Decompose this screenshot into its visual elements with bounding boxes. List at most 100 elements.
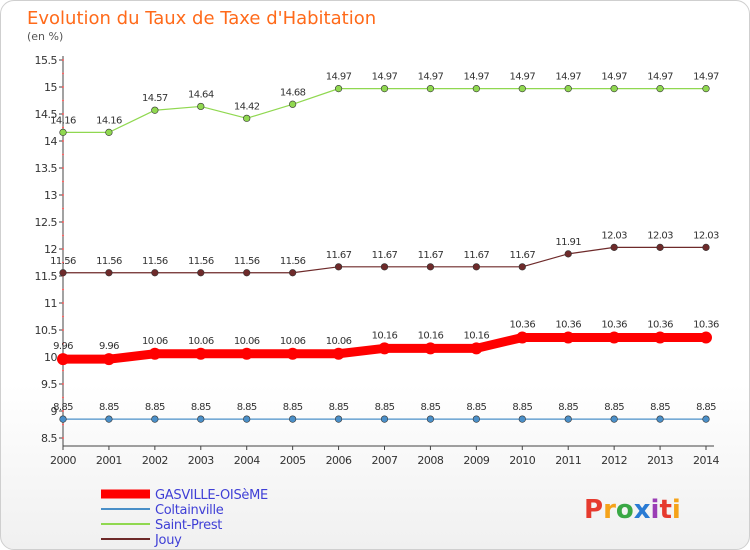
y-tick-label: 10.5	[35, 324, 58, 337]
data-label: 10.16	[418, 330, 444, 341]
data-label: 10.16	[464, 330, 490, 341]
data-label: 14.97	[372, 72, 398, 83]
data-point	[334, 415, 343, 423]
y-minor-tick	[62, 410, 64, 412]
data-point	[656, 415, 664, 423]
data-label: 10.36	[693, 320, 719, 331]
data-label: 10.06	[280, 336, 306, 347]
data-point	[424, 342, 437, 355]
data-point	[334, 263, 343, 271]
x-tick-label: 2002	[142, 454, 168, 467]
axes: 8.599.51010.51111.51212.51313.51414.5151…	[35, 54, 720, 467]
y-tick-label: 15.5	[35, 54, 58, 67]
x-tick-label: 2007	[372, 454, 398, 467]
data-label: 8.85	[558, 402, 578, 413]
data-label: 14.97	[693, 72, 719, 83]
legend-label: Coltainville	[155, 503, 224, 518]
data-point	[472, 263, 480, 271]
data-label: 11.67	[418, 250, 444, 261]
data-point	[426, 85, 435, 93]
x-tick-label: 2006	[326, 454, 352, 467]
data-label: 14.97	[418, 72, 444, 83]
y-minor-tick	[62, 153, 64, 156]
data-point	[380, 263, 389, 271]
data-point	[426, 263, 435, 271]
data-point	[380, 85, 389, 93]
data-label: 14.97	[601, 72, 627, 83]
data-point	[702, 243, 710, 251]
data-point	[243, 415, 251, 423]
data-label: 8.85	[604, 402, 624, 413]
data-label: 14.16	[50, 115, 76, 126]
y-minor-tick	[62, 167, 64, 169]
data-point	[286, 347, 299, 360]
data-point	[700, 331, 712, 344]
y-minor-tick	[62, 261, 64, 264]
data-label: 10.06	[326, 336, 352, 347]
data-point	[240, 347, 253, 360]
data-point	[702, 415, 710, 423]
y-tick-label: 11.5	[35, 270, 58, 283]
logo-text: Proxiti	[584, 495, 681, 525]
y-tick-label: 9	[51, 405, 58, 418]
data-point	[656, 85, 664, 93]
data-label: 10.06	[234, 336, 260, 347]
data-label: 11.67	[326, 250, 352, 261]
data-label: 14.64	[188, 89, 214, 100]
y-minor-tick	[62, 315, 64, 318]
data-label: 11.91	[555, 237, 581, 248]
y-minor-tick	[62, 72, 64, 75]
data-label: 10.06	[188, 336, 214, 347]
y-minor-tick	[62, 423, 64, 426]
data-point	[562, 331, 575, 344]
logo-letter: i	[672, 495, 681, 525]
data-label: 11.56	[234, 256, 260, 267]
data-label: 14.97	[509, 72, 535, 83]
data-point	[243, 114, 251, 122]
logo-letter: o	[616, 495, 634, 525]
data-label: 14.97	[464, 72, 490, 83]
data-label: 11.56	[96, 256, 122, 267]
data-label: 12.03	[647, 230, 673, 241]
data-label: 8.85	[696, 402, 716, 413]
data-label: 11.67	[464, 250, 490, 261]
legend-label: GASVILLE-OISèME	[155, 488, 268, 503]
y-minor-tick	[62, 437, 64, 439]
legend-label: Saint-Prest	[155, 518, 222, 533]
data-point	[656, 243, 664, 251]
x-tick-label: 2012	[601, 454, 627, 467]
data-label: 9.96	[99, 341, 119, 352]
data-point	[105, 269, 113, 277]
data-label: 10.36	[601, 320, 627, 331]
y-minor-tick	[62, 329, 64, 331]
data-point	[518, 263, 526, 271]
data-label: 8.85	[466, 402, 486, 413]
data-label: 8.85	[237, 402, 257, 413]
data-point	[426, 415, 435, 423]
data-point	[378, 342, 391, 355]
data-point	[564, 85, 572, 93]
x-tick-label: 2008	[417, 454, 443, 467]
data-point	[151, 106, 159, 114]
data-point	[610, 243, 618, 251]
y-tick-label: 8.5	[41, 432, 57, 445]
data-label: 14.16	[96, 115, 122, 126]
data-label: 10.36	[509, 320, 535, 331]
data-point	[197, 415, 205, 423]
data-label: 8.85	[99, 402, 119, 413]
data-point	[518, 85, 526, 93]
data-point	[516, 331, 529, 344]
data-label: 12.03	[601, 230, 627, 241]
data-point	[194, 347, 207, 360]
legend-label: Jouy	[154, 533, 182, 548]
y-minor-tick	[62, 221, 64, 223]
data-label: 10.16	[372, 330, 398, 341]
data-label: 14.42	[234, 101, 260, 112]
y-tick-label: 11	[44, 297, 57, 310]
data-point	[59, 415, 67, 423]
data-point	[472, 415, 480, 423]
y-minor-tick	[62, 234, 64, 237]
y-minor-tick	[62, 342, 64, 345]
data-label: 11.56	[50, 256, 76, 267]
